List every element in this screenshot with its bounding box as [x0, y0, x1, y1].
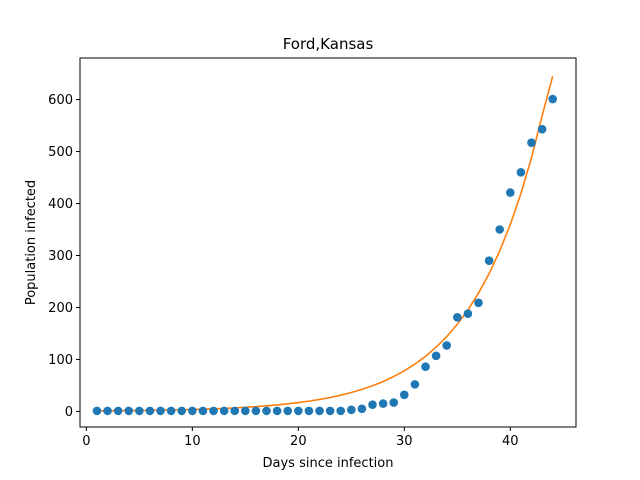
- data-point: [463, 309, 473, 319]
- data-point: [325, 406, 335, 416]
- data-point: [188, 406, 197, 416]
- data-point: [537, 124, 547, 134]
- data-point: [336, 406, 346, 416]
- data-point: [103, 406, 112, 416]
- data-point: [92, 406, 102, 416]
- y-tick-label: 200: [48, 301, 73, 316]
- data-point: [410, 380, 420, 389]
- chart-title: Ford,Kansas: [283, 35, 374, 53]
- data-point: [548, 94, 557, 104]
- data-point: [505, 188, 515, 197]
- y-axis: 0 100 200 300 400 500 600: [48, 93, 80, 420]
- data-point: [166, 406, 176, 416]
- data-point: [262, 406, 271, 416]
- y-tick-label: 300: [48, 249, 73, 264]
- data-point: [124, 406, 134, 416]
- x-tick-label: 20: [290, 434, 307, 449]
- y-tick-label: 600: [48, 93, 73, 108]
- axes-frame: [79, 57, 577, 428]
- data-point: [230, 406, 240, 416]
- x-tick-label: 40: [502, 434, 519, 449]
- data-point: [283, 406, 293, 416]
- data-point: [378, 399, 388, 408]
- x-axis: 0 10 20 30 40: [82, 427, 519, 449]
- y-tick-label: 500: [48, 145, 73, 160]
- data-point: [177, 406, 187, 416]
- data-point: [400, 390, 409, 400]
- data-point: [315, 406, 324, 416]
- x-tick-label: 10: [184, 434, 201, 449]
- data-point: [357, 404, 367, 414]
- data-point: [135, 406, 144, 416]
- data-point: [304, 406, 314, 416]
- data-point: [251, 406, 261, 416]
- data-point: [113, 406, 123, 416]
- data-point: [156, 406, 165, 416]
- data-point: [389, 398, 399, 407]
- data-point: [516, 168, 526, 177]
- data-point: [474, 298, 483, 308]
- data-point: [294, 406, 303, 416]
- data-point: [442, 341, 452, 350]
- data-point: [368, 400, 377, 409]
- data-point: [527, 138, 536, 148]
- data-point: [421, 362, 430, 372]
- y-tick-label: 400: [48, 197, 73, 212]
- data-point: [241, 406, 250, 416]
- data-point: [484, 256, 494, 265]
- y-tick-label: 100: [48, 353, 73, 368]
- data-point: [453, 313, 462, 322]
- plot-area: [92, 75, 557, 416]
- data-point: [272, 406, 282, 416]
- data-point: [209, 406, 218, 416]
- data-point: [347, 405, 356, 415]
- data-point: [198, 406, 208, 416]
- x-tick-label: 0: [82, 434, 90, 449]
- data-point: [431, 351, 441, 361]
- y-axis-label: Population infected: [24, 180, 39, 305]
- data-point: [219, 406, 229, 416]
- data-point: [495, 225, 504, 234]
- x-tick-label: 30: [396, 434, 413, 449]
- data-point: [145, 406, 155, 416]
- x-axis-label: Days since infection: [263, 456, 394, 471]
- y-tick-label: 0: [65, 405, 73, 420]
